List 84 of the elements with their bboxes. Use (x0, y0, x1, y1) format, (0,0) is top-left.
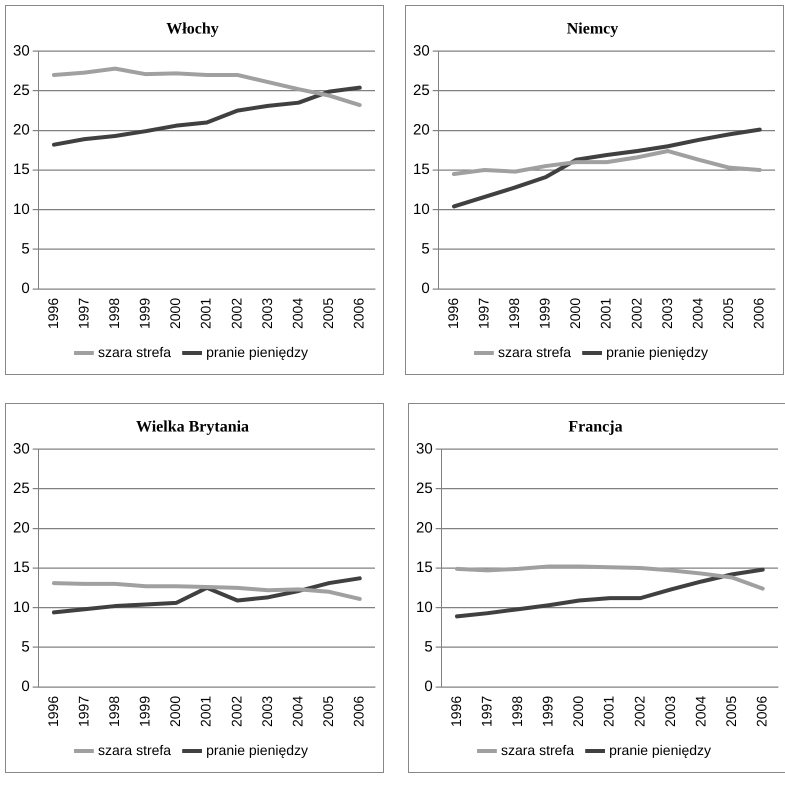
x-tick-label: 2000 (167, 696, 184, 728)
legend-label: szara strefa (98, 344, 172, 360)
y-tick-label: 15 (12, 559, 30, 576)
chart-title: Francja (568, 418, 623, 436)
x-tick-label: 2006 (350, 298, 367, 330)
x-tick-label: 2003 (258, 696, 275, 728)
x-tick-label: 2004 (289, 696, 306, 728)
y-tick-label: 5 (421, 240, 430, 258)
y-tick-label: 10 (12, 200, 30, 218)
x-tick-label: 1997 (475, 298, 492, 330)
x-tick-label: 2006 (754, 696, 770, 728)
y-tick-label: 15 (416, 559, 433, 576)
x-tick-label: 2003 (658, 298, 675, 330)
x-tick-label: 2001 (600, 696, 617, 728)
x-tick-label: 2001 (598, 298, 614, 330)
chart-title: Wielka Brytania (136, 418, 250, 436)
x-tick-label: 2004 (689, 298, 706, 330)
y-tick-label: 30 (412, 42, 430, 60)
legend-label: pranie pieniędzy (206, 742, 308, 758)
chart-title: Włochy (166, 20, 219, 38)
y-tick-label: 10 (416, 598, 433, 616)
legend-label: szara strefa (500, 742, 574, 758)
y-tick-label: 10 (12, 598, 30, 616)
y-tick-label: 20 (412, 122, 430, 139)
y-tick-label: 10 (412, 200, 430, 218)
x-tick-label: 2004 (289, 298, 306, 330)
x-tick-label: 2001 (198, 696, 214, 728)
y-tick-label: 20 (12, 520, 30, 537)
legend-label: pranie pieniędzy (606, 344, 708, 360)
x-tick-label: 2005 (720, 298, 736, 330)
x-tick-label: 2006 (750, 298, 767, 330)
y-tick-label: 25 (12, 82, 30, 99)
x-tick-label: 2005 (723, 696, 739, 728)
x-tick-label: 1999 (136, 696, 153, 728)
x-tick-label: 1996 (448, 696, 464, 728)
x-tick-label: 2006 (350, 696, 367, 728)
x-tick-label: 1999 (136, 298, 153, 330)
y-tick-label: 5 (424, 638, 433, 656)
y-tick-label: 20 (416, 520, 433, 537)
x-tick-label: 2002 (631, 696, 648, 728)
legend-label: pranie pieniędzy (609, 742, 712, 758)
chart-title: Niemcy (566, 20, 618, 38)
x-tick-label: 2002 (228, 696, 244, 728)
y-tick-label: 30 (12, 42, 30, 60)
y-tick-label: 15 (412, 161, 430, 178)
x-tick-label: 2000 (570, 696, 586, 728)
x-tick-label: 1996 (44, 696, 61, 728)
x-tick-label: 2002 (228, 298, 244, 330)
x-tick-label: 2005 (320, 696, 336, 728)
x-tick-label: 2005 (320, 298, 336, 330)
x-tick-label: 1999 (540, 696, 556, 728)
legend-label: pranie pieniędzy (206, 344, 308, 360)
legend-label: szara strefa (98, 742, 172, 758)
y-tick-label: 30 (12, 440, 30, 458)
y-tick-label: 25 (416, 480, 433, 497)
x-tick-label: 2003 (258, 298, 275, 330)
x-tick-label: 2001 (198, 298, 214, 330)
x-tick-label: 1998 (508, 696, 525, 728)
y-tick-label: 25 (12, 480, 30, 497)
x-tick-label: 2002 (628, 298, 644, 330)
x-tick-label: 2004 (692, 696, 708, 728)
x-tick-label: 2000 (167, 298, 184, 330)
x-tick-label: 1996 (444, 298, 461, 330)
y-tick-label: 5 (21, 638, 30, 656)
y-tick-label: 30 (416, 440, 433, 458)
y-tick-label: 0 (21, 678, 30, 695)
x-tick-label: 1997 (478, 696, 494, 728)
x-tick-label: 1996 (44, 298, 61, 330)
x-tick-label: 1998 (106, 298, 122, 330)
y-tick-label: 25 (412, 82, 430, 99)
x-tick-label: 2000 (567, 298, 584, 330)
x-tick-label: 1997 (75, 696, 92, 728)
y-tick-label: 0 (424, 678, 433, 695)
x-tick-label: 1999 (536, 298, 553, 330)
y-tick-label: 0 (21, 280, 30, 297)
y-tick-label: 20 (12, 122, 30, 139)
x-tick-label: 2003 (662, 696, 678, 728)
legend-label: szara strefa (498, 344, 572, 360)
x-tick-label: 1997 (75, 298, 92, 330)
y-tick-label: 5 (21, 240, 30, 258)
y-tick-label: 15 (12, 161, 30, 178)
x-tick-label: 1998 (106, 696, 122, 728)
x-tick-label: 1998 (506, 298, 522, 330)
y-tick-label: 0 (421, 280, 430, 297)
